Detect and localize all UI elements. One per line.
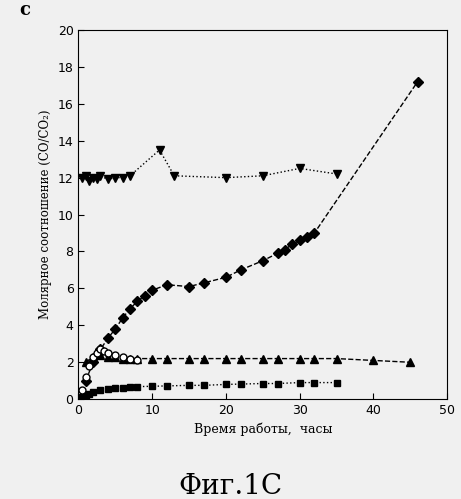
Text: c: c xyxy=(19,1,30,19)
Y-axis label: Молярное соотношение (CO/CO₂): Молярное соотношение (CO/CO₂) xyxy=(39,110,52,319)
Text: Фиг.1С: Фиг.1С xyxy=(178,473,283,499)
X-axis label: Время работы,  часы: Время работы, часы xyxy=(194,423,332,436)
